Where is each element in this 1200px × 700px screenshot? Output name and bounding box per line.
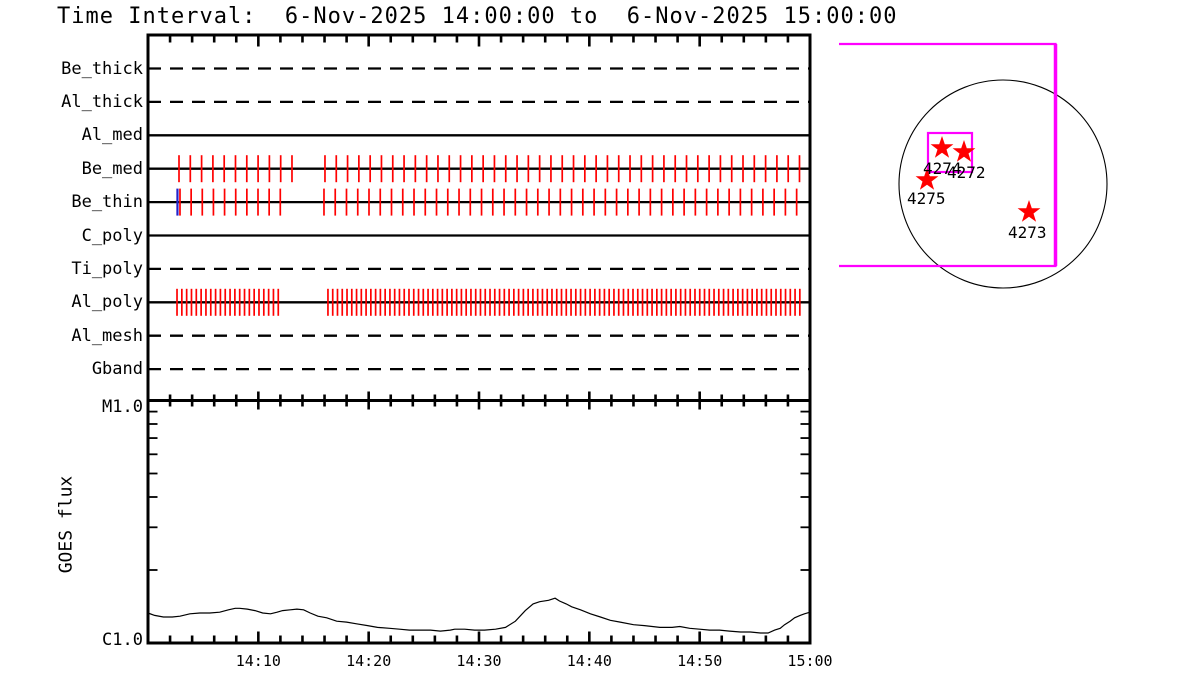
timeline-panel-frame — [146, 33, 812, 402]
x-axis-label: 15:00 — [787, 652, 833, 670]
time-interval-title: Time Interval: 6-Nov-2025 14:00:00 to 6-… — [57, 4, 898, 29]
x-axis-label: 14:10 — [235, 652, 281, 670]
timeline-row-label: Ti_poly — [71, 258, 143, 279]
timeline-row-label: C_poly — [81, 225, 143, 246]
timeline-row-label: Al_mesh — [71, 325, 143, 346]
timeline-row-label: Al_thick — [61, 91, 143, 112]
goes-flux-curve — [147, 597, 811, 634]
y-axis-bottom-label: C1.0 — [102, 630, 143, 650]
timeline-row-label: Gband — [91, 359, 143, 380]
timeline-row-label: Al_poly — [71, 292, 143, 313]
goes-panel-frame — [146, 399, 812, 645]
active-region-star — [952, 140, 976, 162]
timeline-row-label: Be_thick — [61, 58, 143, 79]
x-axis-label: 14:20 — [346, 652, 392, 670]
active-region-star — [930, 136, 954, 158]
solar-disk — [898, 79, 1108, 289]
timeline-row-label: Be_med — [81, 158, 143, 179]
y-axis-top-label: M1.0 — [102, 397, 143, 417]
timeline-row-label: Al_med — [81, 125, 143, 146]
fov-box-small — [926, 131, 974, 174]
active-region-label: 4273 — [1008, 223, 1047, 242]
x-axis-label: 14:40 — [566, 652, 612, 670]
active-region-label: 4275 — [907, 189, 946, 208]
active-region-label: 4272 — [947, 163, 986, 182]
active-region-star — [915, 168, 939, 190]
active-region-star — [1017, 200, 1041, 222]
x-axis-label: 14:30 — [456, 652, 502, 670]
goes-flux-axis-title: GOES flux — [55, 475, 77, 574]
active-region-label: 4274 — [923, 159, 962, 178]
x-axis-label: 14:50 — [677, 652, 723, 670]
timeline-row-label: Be_thin — [71, 192, 143, 213]
